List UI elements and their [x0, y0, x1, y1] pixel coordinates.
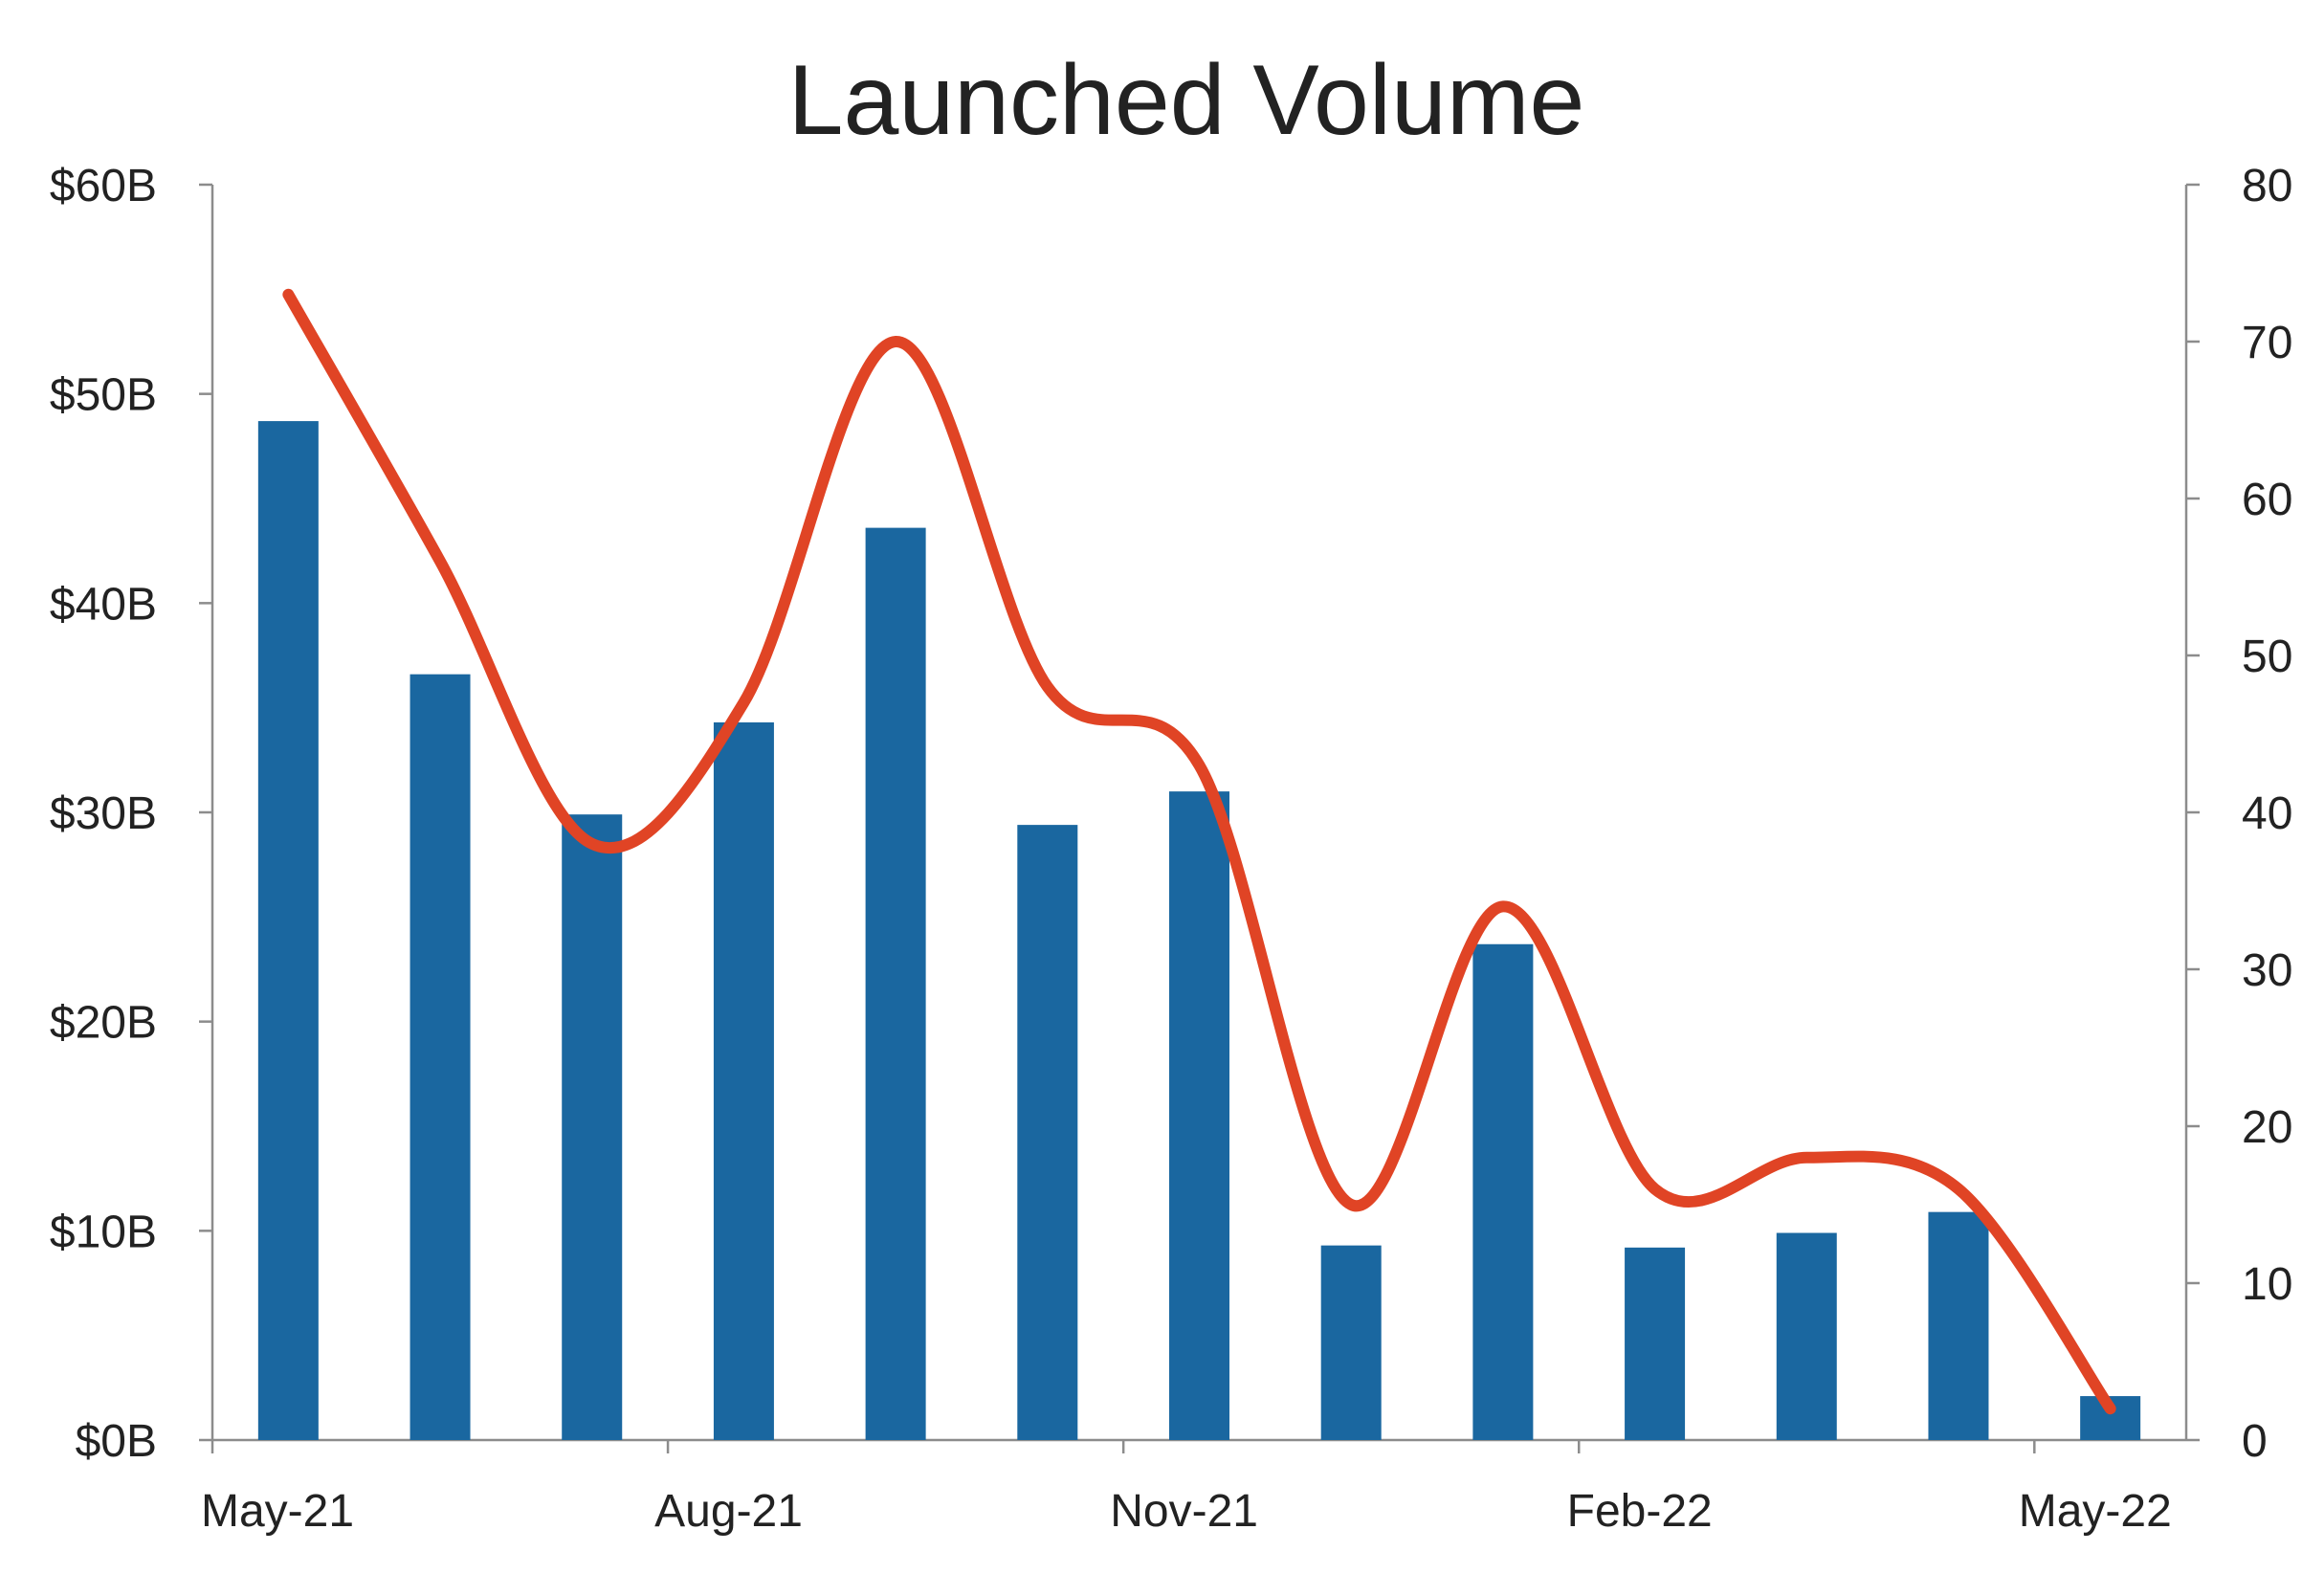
right-y-tick-label: 20 — [2242, 1102, 2292, 1153]
bar — [1472, 943, 1534, 1440]
count-line — [282, 288, 2116, 1415]
bar — [1625, 1247, 1686, 1440]
right-y-tick-label: 40 — [2242, 788, 2292, 839]
bar — [1776, 1232, 1837, 1440]
x-tick-label: May-21 — [201, 1486, 354, 1537]
left-y-tick-label: $40B — [50, 579, 157, 630]
right-y-tick-label: 60 — [2242, 475, 2292, 525]
left-y-tick-label: $50B — [50, 370, 157, 421]
x-tick-label: Nov-21 — [1110, 1486, 1258, 1537]
chart-title: Launched Volume — [788, 45, 1585, 156]
right-y-tick-label: 70 — [2242, 318, 2292, 368]
bar — [1320, 1245, 1382, 1440]
right-y-tick-label: 0 — [2242, 1416, 2268, 1467]
right-y-tick-label: 30 — [2242, 945, 2292, 996]
bar — [562, 814, 623, 1440]
right-y-tick-label: 80 — [2242, 161, 2292, 211]
right-y-tick-label: 10 — [2242, 1259, 2292, 1310]
line-series — [282, 288, 2116, 1415]
left-y-tick-label: $10B — [50, 1207, 157, 1257]
left-y-tick-label: $60B — [50, 161, 157, 211]
bar — [713, 721, 774, 1440]
left-y-tick-label: $20B — [50, 998, 157, 1049]
bar-series — [257, 421, 2141, 1441]
bar — [409, 674, 471, 1440]
bar — [1928, 1211, 1989, 1440]
left-y-tick-label: $30B — [50, 788, 157, 839]
bar — [1017, 825, 1078, 1440]
bar — [257, 421, 319, 1441]
x-tick-label: May-22 — [2019, 1486, 2172, 1537]
x-tick-label: Feb-22 — [1567, 1486, 1713, 1537]
x-tick-label: Aug-21 — [654, 1486, 803, 1537]
left-y-tick-label: $0B — [76, 1416, 157, 1467]
tick-labels: $0B $10B $20B $30B $40B $50B $60B 0 10 20 30 40 50 60… — [50, 161, 2293, 1537]
bar — [1169, 791, 1229, 1440]
right-y-tick-label: 50 — [2242, 632, 2292, 682]
bar — [865, 527, 926, 1440]
